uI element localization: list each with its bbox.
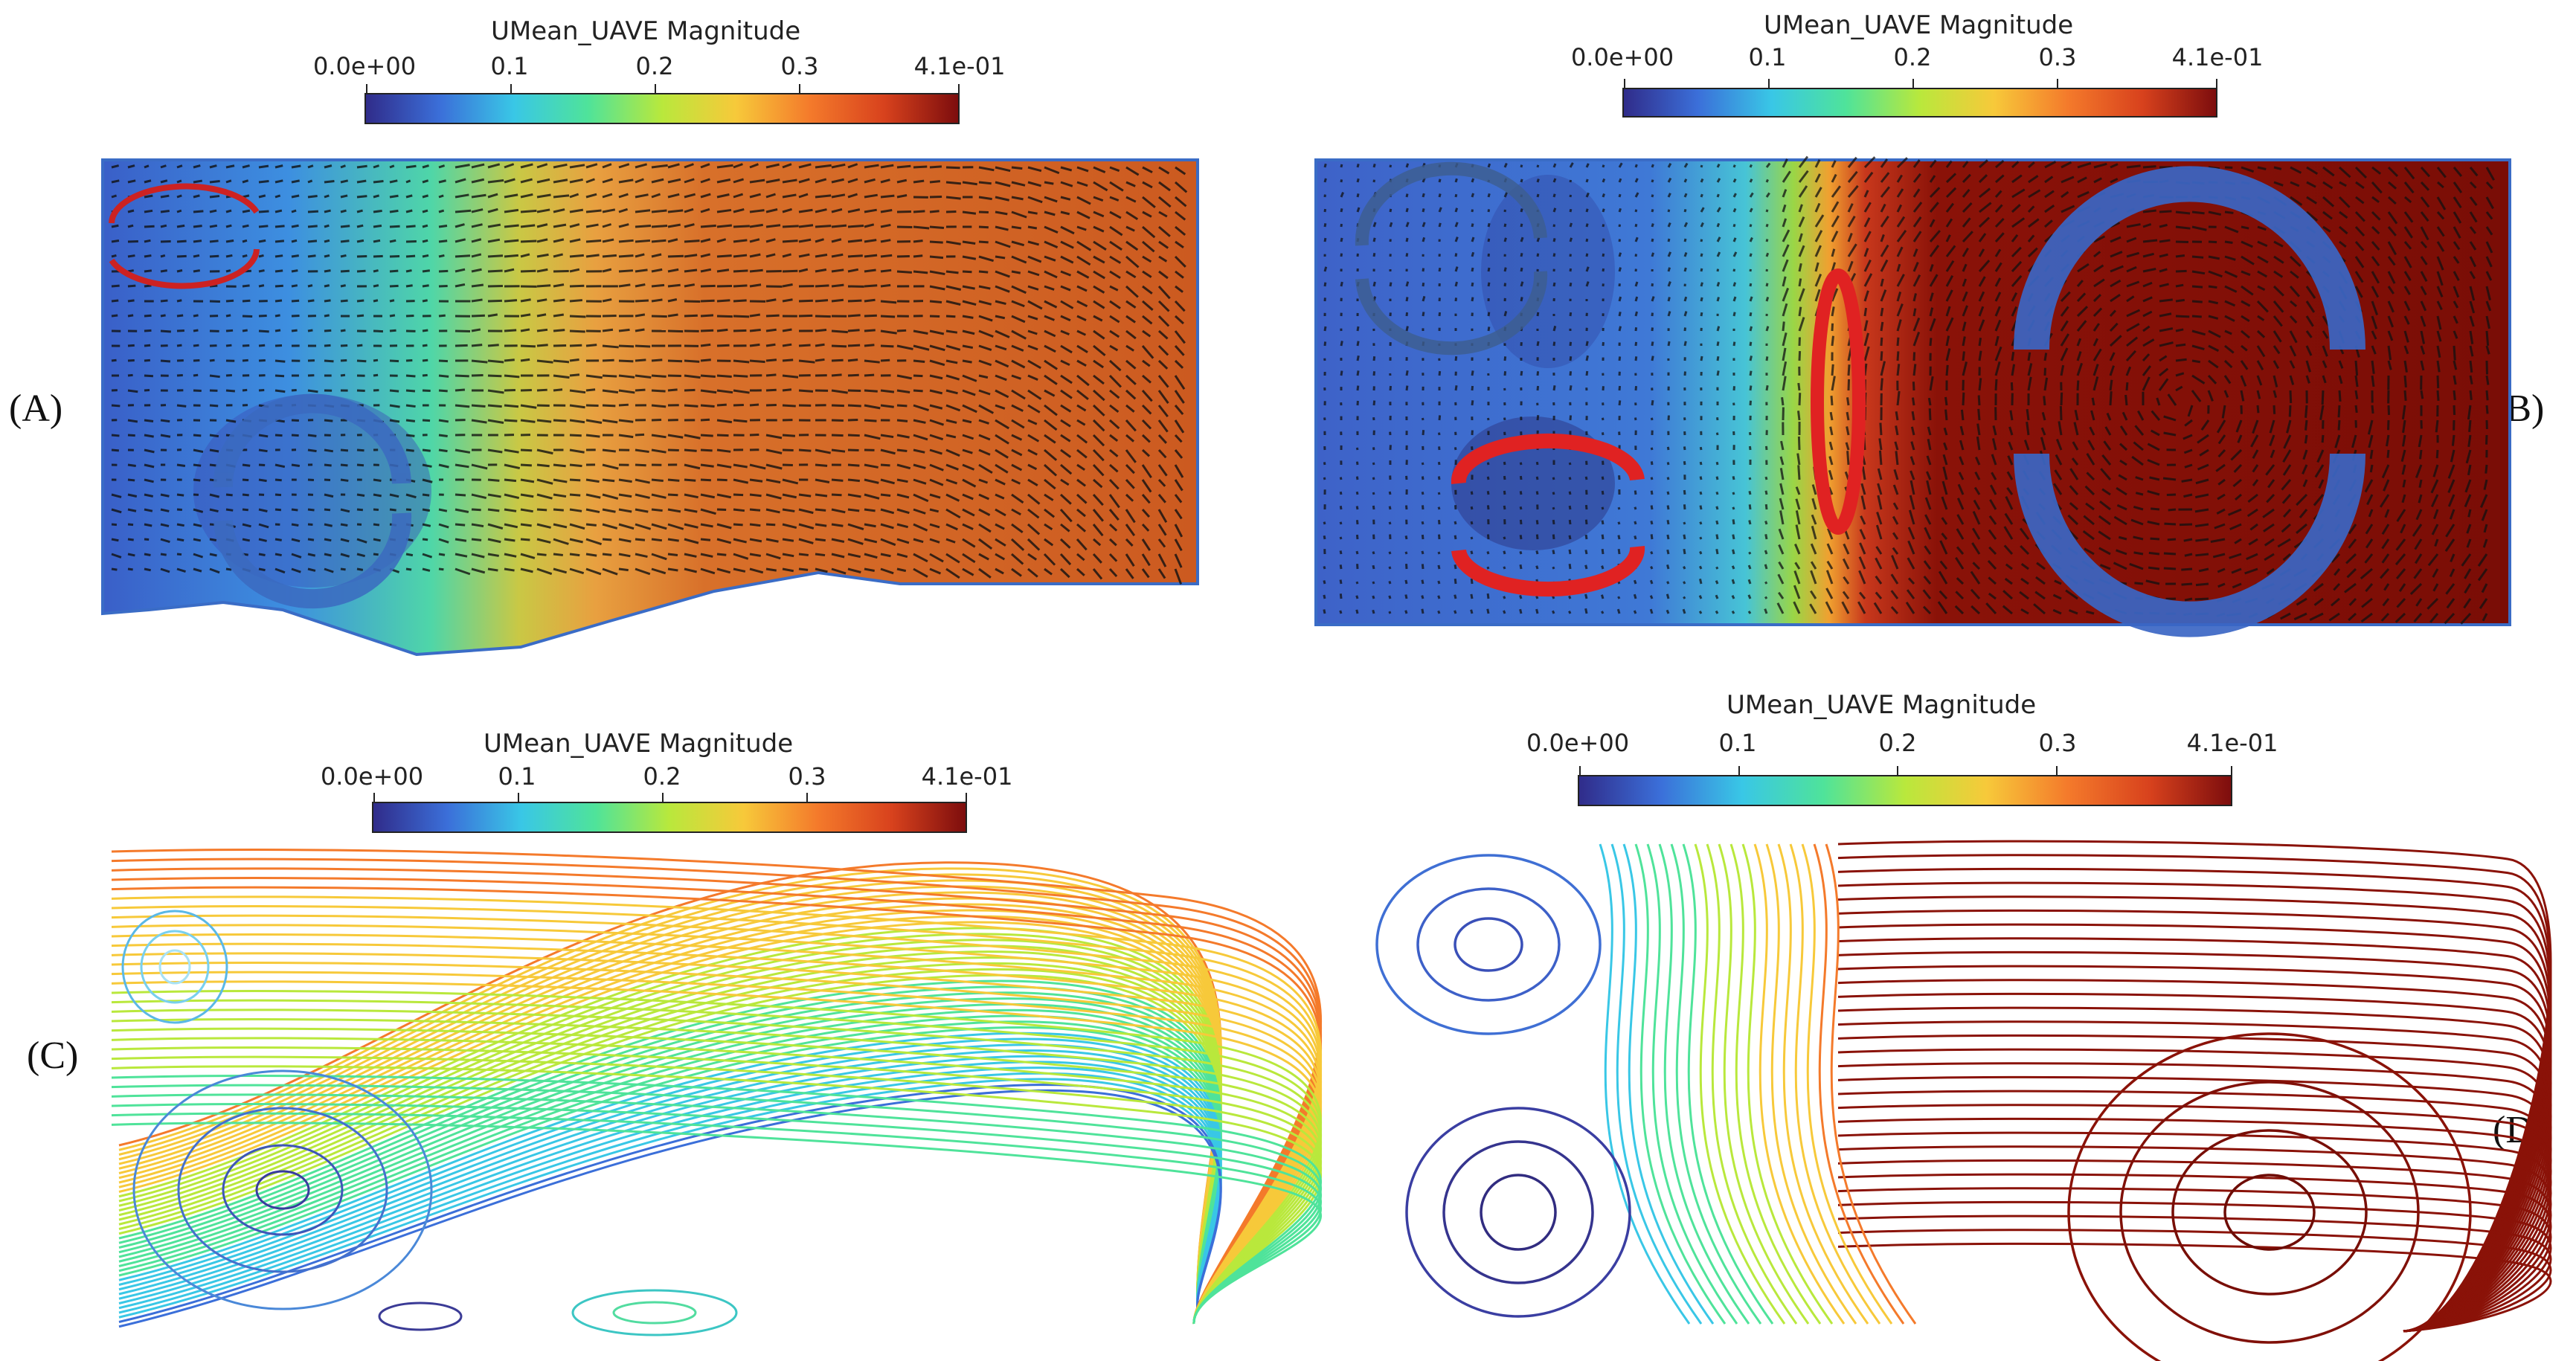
circulation-arrow-icon	[1451, 433, 1645, 597]
colorbar-tick-label: 0.2	[1878, 729, 1917, 757]
colorbar-tick	[662, 793, 664, 803]
colorbar-tick	[1897, 766, 1899, 776]
streamlines	[111, 849, 1323, 1328]
colorbar-tick	[2055, 766, 2058, 776]
domain-a	[101, 158, 1199, 657]
circulation-arrow-icon	[109, 183, 260, 289]
colorbar-tick-label: 4.1e-01	[921, 762, 1013, 791]
circulation-arrow-icon	[1811, 268, 1866, 535]
colorbar-tick-label: 0.0e+00	[1526, 729, 1630, 757]
low-velocity-zone	[193, 394, 431, 588]
velocity-arrows	[111, 163, 1188, 585]
colorbar-tick-label: 0.3	[2038, 43, 2077, 71]
colorbar-tick-label: 0.1	[1748, 43, 1787, 71]
colorbar-tick	[806, 793, 809, 803]
colorbar-title: UMean_UAVE Magnitude	[484, 729, 794, 759]
colorbar-tick	[1579, 766, 1581, 776]
colorbar-tick-label: 0.1	[490, 52, 529, 80]
colorbar-tick	[366, 84, 367, 94]
colorbar-tick-label: 0.3	[780, 52, 819, 80]
colorbar-tick-label: 0.2	[1893, 43, 1932, 71]
circulation-arrow-icon	[213, 393, 412, 609]
colorbar-tick-label: 4.1e-01	[2186, 729, 2278, 757]
colorbar-tick-label: 0.1	[498, 762, 536, 791]
colorbar-tick-label: 0.3	[2038, 729, 2077, 757]
colorbar-tick-label: 0.0e+00	[312, 52, 417, 80]
colorbar-tick	[2216, 79, 2217, 89]
circulation-arrow-icon	[2014, 166, 2365, 637]
colorbar-tick	[510, 84, 513, 94]
colorbar	[364, 84, 960, 124]
colorbar-tick	[1912, 79, 1915, 89]
colorbar-tick	[1738, 766, 1740, 776]
colorbar-tick	[1768, 79, 1770, 89]
panel-c: UMean_UAVE Magnitude 0.0e+00 0.1 0.2 0.3…	[0, 669, 1323, 1361]
colorbar-tick	[2057, 79, 2059, 89]
vortex-core	[121, 910, 738, 1336]
panel-label: (A)	[9, 387, 63, 430]
colorbar-tick	[2231, 766, 2232, 776]
colorbar-tick	[373, 793, 375, 803]
panel-d: UMean_UAVE Magnitude 0.0e+00 0.1 0.2 0.3…	[1288, 669, 2576, 1361]
colorbar-tick-label: 4.1e-01	[2171, 43, 2264, 71]
circulation-arrow-icon	[1355, 161, 1548, 355]
colorbar-tick-label: 0.1	[1718, 729, 1757, 757]
colorbar-tick	[958, 84, 960, 94]
velocity-field-a	[101, 158, 1199, 657]
colorbar-tick-label: 0.3	[788, 762, 826, 791]
colorbar-tick	[966, 793, 967, 803]
vortex-core	[1375, 854, 2472, 1361]
colorbar	[1622, 79, 2217, 118]
colorbar-tick	[655, 84, 657, 94]
colorbar-tick	[799, 84, 801, 94]
colorbar-title: UMean_UAVE Magnitude	[1727, 690, 2037, 720]
colorbar-tick-label: 0.2	[643, 762, 681, 791]
colorbar	[372, 793, 967, 833]
colorbar-tick-label: 0.0e+00	[320, 762, 424, 791]
panel-b: UMean_UAVE Magnitude 0.0e+00 0.1 0.2 0.3…	[1288, 0, 2576, 669]
colorbar-tick-label: 0.0e+00	[1570, 43, 1674, 71]
streamlines-d	[1375, 840, 2552, 1361]
colorbar-tick	[1624, 79, 1625, 89]
colorbar-tick	[518, 793, 520, 803]
streamlines	[1599, 840, 2552, 1333]
panel-a: UMean_UAVE Magnitude 0.0e+00 0.1 0.2 0.3…	[0, 0, 1288, 669]
colorbar-tick-label: 0.2	[635, 52, 674, 80]
colorbar-title: UMean_UAVE Magnitude	[1764, 10, 2074, 40]
panel-label: (C)	[27, 1035, 79, 1077]
velocity-field-b	[1314, 155, 2511, 637]
colorbar	[1578, 766, 2232, 806]
colorbar-title: UMean_UAVE Magnitude	[491, 16, 801, 46]
streamlines-c	[111, 849, 1323, 1336]
colorbar-tick-label: 4.1e-01	[913, 52, 1006, 80]
